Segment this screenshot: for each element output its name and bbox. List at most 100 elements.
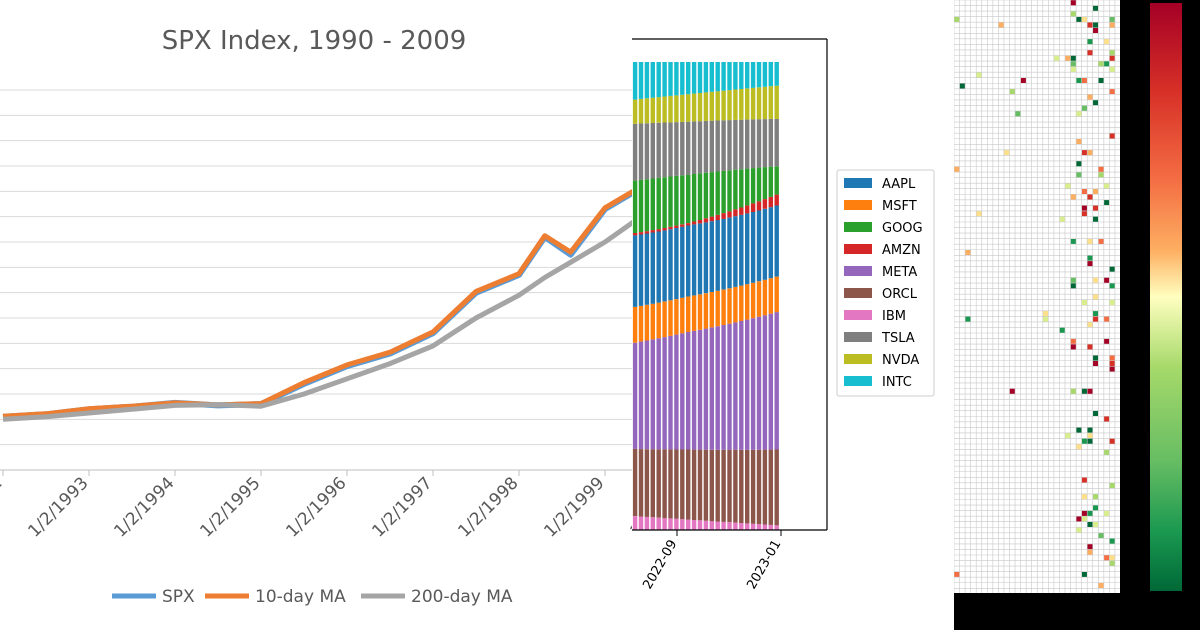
heatmap-cell <box>1042 316 1049 322</box>
bar-segment-msft <box>739 285 744 321</box>
heatmap-cell <box>1081 16 1088 23</box>
heatmap-cell <box>1070 238 1077 245</box>
bar-segment-goog <box>733 169 738 210</box>
heatmap-cell <box>1081 438 1088 444</box>
legend-label: ORCL <box>882 287 918 302</box>
heatmap-cell <box>965 249 971 256</box>
bar-segment-msft <box>774 276 779 313</box>
heatmap-cell <box>1081 299 1088 306</box>
bar-segment-goog <box>768 166 773 197</box>
bar-segment-msft <box>680 297 685 334</box>
heatmap-cell <box>965 316 971 322</box>
bar-segment-ibm <box>709 521 714 530</box>
bar-segment-msft <box>721 289 726 325</box>
chart-title: SPX Index, 1990 - 2009 <box>162 26 467 56</box>
bar-segment-tsla <box>745 119 750 169</box>
bar-segment-intc <box>756 62 762 88</box>
bar-segment-aapl <box>680 226 685 298</box>
bar-segment-goog <box>703 172 709 219</box>
bar-segment-intc <box>750 62 756 88</box>
heatmap-cell <box>1087 432 1093 439</box>
bar-segment-goog <box>727 170 732 212</box>
bar-segment-amzn <box>750 203 756 212</box>
bar-segment-ibm <box>768 524 773 530</box>
bar-segment-nvda <box>768 86 773 119</box>
bar-segment-intc <box>668 62 673 96</box>
bar-segment-msft <box>750 282 756 319</box>
legend-label: AAPL <box>882 177 916 192</box>
bar-segment-nvda <box>721 90 726 121</box>
heatmap-cell <box>1092 205 1099 211</box>
bar-segment-aapl <box>674 228 679 300</box>
bar-segment-orcl <box>650 449 655 518</box>
heatmap-cell <box>1087 49 1093 56</box>
heatmap-cell <box>954 166 960 173</box>
heatmap-cell <box>1098 166 1104 173</box>
bar-segment-msft <box>709 292 714 328</box>
bar-segment-nvda <box>727 90 732 121</box>
heatmap-cell <box>1076 527 1082 533</box>
legend-label: AMZN <box>882 243 921 258</box>
bar-segment-meta <box>774 312 779 450</box>
heatmap-cell <box>1109 133 1115 139</box>
bar-segment-tsla <box>733 119 738 170</box>
heatmap-cell <box>1087 388 1093 395</box>
bar-segment-goog <box>650 178 655 231</box>
bar-segment-ibm <box>656 517 661 530</box>
bar-segment-msft <box>650 303 655 340</box>
heatmap-cell <box>1098 582 1104 589</box>
heatmap-cell <box>1092 294 1099 300</box>
bar-segment-goog <box>668 176 673 227</box>
bar-segment-meta <box>727 323 732 450</box>
heatmap-cell <box>1109 283 1115 289</box>
bar-segment-aapl <box>762 208 768 280</box>
bar-segment-nvda <box>638 98 644 124</box>
bar-segment-aapl <box>703 222 709 294</box>
bar-segment-msft <box>745 284 750 320</box>
heatmap-cell <box>1092 277 1099 284</box>
heatmap-cell <box>1092 521 1099 528</box>
heatmap-cell <box>1098 172 1104 178</box>
bar-segment-goog <box>686 174 691 223</box>
bar-segment-amzn <box>739 207 744 215</box>
bar-segment-aapl <box>697 223 703 295</box>
bar-segment-nvda <box>715 91 720 121</box>
bar-segment-ibm <box>697 520 703 530</box>
bar-segment-goog <box>691 174 697 222</box>
heatmap-cell <box>1092 316 1099 322</box>
bar-segment-tsla <box>644 123 650 180</box>
bar-segment-tsla <box>774 118 779 167</box>
bar-segment-msft <box>768 278 773 314</box>
bar-segment-intc <box>656 62 661 98</box>
bar-segment-nvda <box>632 99 638 124</box>
heatmap-cell <box>1092 27 1099 34</box>
bar-segment-tsla <box>762 119 768 168</box>
heatmap-cell <box>1087 22 1093 28</box>
bar-segment-ibm <box>733 522 738 530</box>
bar-segment-intc <box>727 62 732 91</box>
heatmap-cell <box>1003 149 1010 156</box>
bar-segment-meta <box>697 329 703 450</box>
bar-segment-intc <box>632 62 638 100</box>
bar-segment-orcl <box>750 449 756 524</box>
heatmap-cell <box>959 83 966 89</box>
bar-segment-ibm <box>644 516 650 530</box>
bar-segment-aapl <box>739 214 744 286</box>
heatmap-cell <box>976 72 982 78</box>
bar-segment-intc <box>697 62 703 93</box>
bar-segment-orcl <box>680 449 685 520</box>
bar-segment-orcl <box>644 449 650 517</box>
heatmap-cell <box>1098 77 1104 84</box>
heatmap-cell <box>1076 138 1082 145</box>
heatmap-cell <box>1103 199 1110 206</box>
bar-segment-msft <box>668 300 673 336</box>
bar-segment-orcl <box>668 449 673 519</box>
heatmap-cell <box>1087 94 1093 100</box>
heatmap-cell <box>1081 510 1088 517</box>
x-tick-label: 1/2/1992 <box>0 473 7 541</box>
bar-segment-goog <box>721 170 726 214</box>
bar-segment-aapl <box>756 210 762 282</box>
bar-segment-orcl <box>739 449 744 523</box>
bar-segment-nvda <box>709 91 714 121</box>
bar-segment-amzn <box>691 221 697 225</box>
